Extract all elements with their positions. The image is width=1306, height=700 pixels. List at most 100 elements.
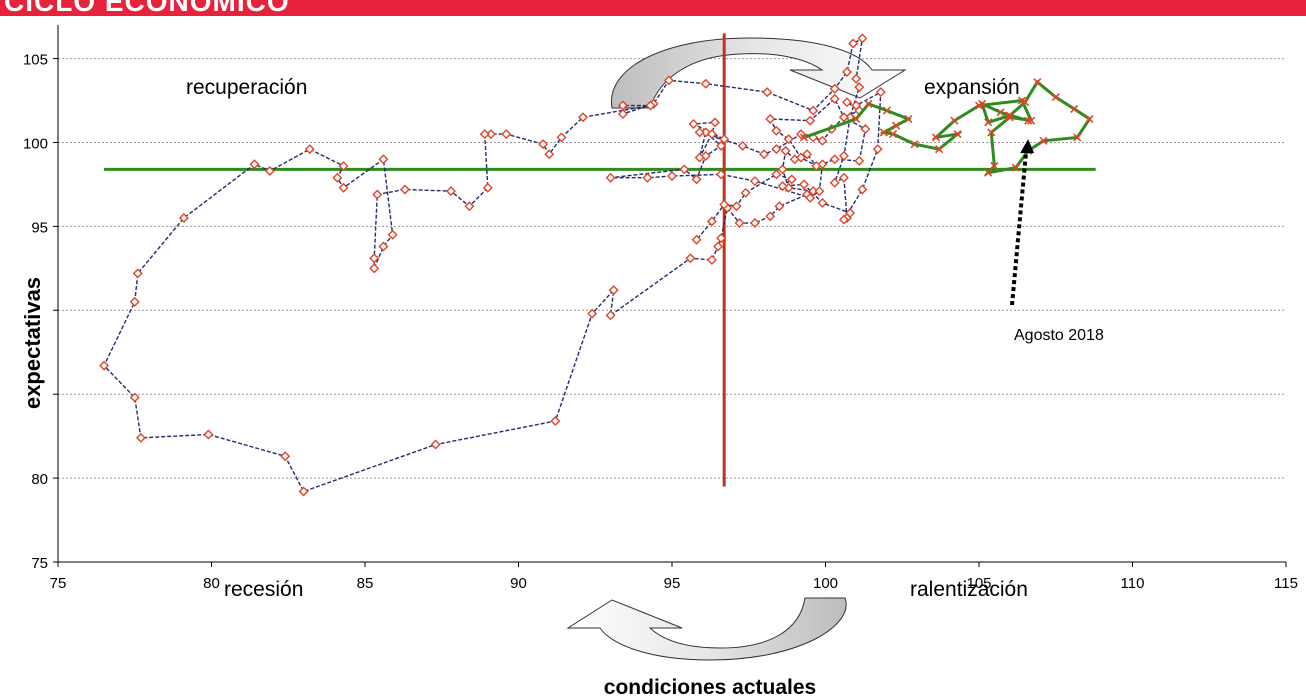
history-point (99, 360, 110, 371)
history-point (749, 218, 760, 229)
recent-point (879, 128, 888, 137)
history-point (378, 154, 389, 165)
history-point (129, 392, 140, 403)
history-point (734, 218, 745, 229)
history-point (829, 177, 840, 188)
history-point (688, 119, 699, 129)
history-point (838, 214, 849, 225)
recent-point (1085, 114, 1094, 124)
quadrant-label-recesion: recesión (224, 578, 303, 601)
history-point (203, 429, 214, 440)
history-point (842, 97, 852, 108)
annotation-arrowhead (1020, 139, 1035, 154)
header-title: CICLO ECONÓMICO (4, 0, 290, 16)
history-point (645, 100, 656, 111)
recent-point (931, 133, 941, 142)
history-point (817, 197, 828, 208)
series-layer (99, 33, 1094, 497)
x-tick-label: 95 (664, 575, 681, 592)
history-point (771, 169, 782, 180)
history-point (851, 73, 862, 84)
y-tick-label: 80 (31, 471, 48, 488)
recent-point (984, 168, 993, 177)
recent-point (910, 140, 919, 149)
history-point (706, 254, 717, 265)
history-point (817, 135, 828, 146)
history-point (338, 182, 349, 193)
history-point (264, 166, 275, 176)
history-point (805, 115, 816, 126)
recent-point (904, 114, 913, 124)
x-tick-label: 75 (50, 575, 67, 592)
x-tick-label: 85 (357, 575, 374, 592)
cycle-arrow-bottom (566, 597, 847, 661)
history-point (694, 152, 705, 163)
history-point (845, 207, 856, 218)
history-point (857, 184, 868, 195)
quadrant-label-recuperacion: recuperación (186, 76, 307, 99)
history-point (740, 187, 751, 198)
history-point (771, 125, 782, 136)
history-point (642, 172, 653, 183)
cycle-arrow-top (610, 37, 907, 109)
history-point (706, 216, 717, 227)
recent-point (1033, 77, 1042, 87)
history-point (875, 87, 886, 98)
history-point (709, 117, 720, 128)
tick-labels: 75 80 95 100 105 75 80 85 90 95 100 105 110 115 (23, 52, 1298, 592)
recent-point (892, 121, 901, 130)
history-point (605, 310, 616, 321)
history-point (719, 134, 730, 145)
recent-point (1005, 113, 1014, 122)
y-axis-title: expectativas (20, 277, 45, 409)
recent-point (852, 114, 861, 124)
quadrant-label-ralentizacion: ralentización (910, 578, 1028, 601)
recent-point (1005, 111, 1014, 120)
history-point (369, 253, 380, 264)
history-point (544, 149, 555, 160)
recent-point (984, 118, 993, 127)
recent-point (1024, 116, 1033, 125)
recent-point (1073, 133, 1082, 142)
history-point (851, 100, 862, 111)
history-point (679, 164, 690, 175)
history-point (694, 127, 705, 138)
history-point (814, 186, 825, 197)
annotation-label: Agosto 2018 (1014, 327, 1104, 344)
recent-point (1011, 163, 1020, 172)
history-point (716, 140, 727, 151)
history-point (786, 174, 797, 185)
history-point (369, 263, 380, 274)
history-point (713, 241, 724, 252)
history-point (777, 164, 788, 175)
recent-point (1027, 116, 1036, 125)
history-point (771, 144, 782, 155)
gridlines (58, 58, 1286, 479)
history-point (719, 199, 730, 210)
x-tick-label: 115 (1274, 575, 1298, 592)
history-point (501, 129, 512, 140)
recent-point (978, 99, 987, 108)
history-point (872, 144, 883, 155)
history-point (605, 172, 616, 183)
header-bar: CICLO ECONÓMICO (0, 0, 1306, 16)
history-point (129, 296, 140, 307)
x-tick-label: 100 (813, 575, 838, 592)
history-point (667, 171, 677, 182)
quadrant-label-expansion: expansión (924, 76, 1020, 99)
history-point (617, 108, 628, 119)
history-point (829, 83, 840, 94)
recent-point (799, 133, 809, 142)
recent-point (1070, 104, 1079, 113)
history-point (132, 268, 143, 279)
history-point (685, 253, 696, 264)
recent-point (987, 128, 996, 137)
history-point (479, 129, 490, 140)
history-point (854, 155, 865, 166)
history-point (464, 201, 475, 212)
history-point (749, 176, 760, 187)
history-point (706, 129, 717, 140)
history-point (802, 149, 813, 160)
history-point (378, 241, 389, 252)
